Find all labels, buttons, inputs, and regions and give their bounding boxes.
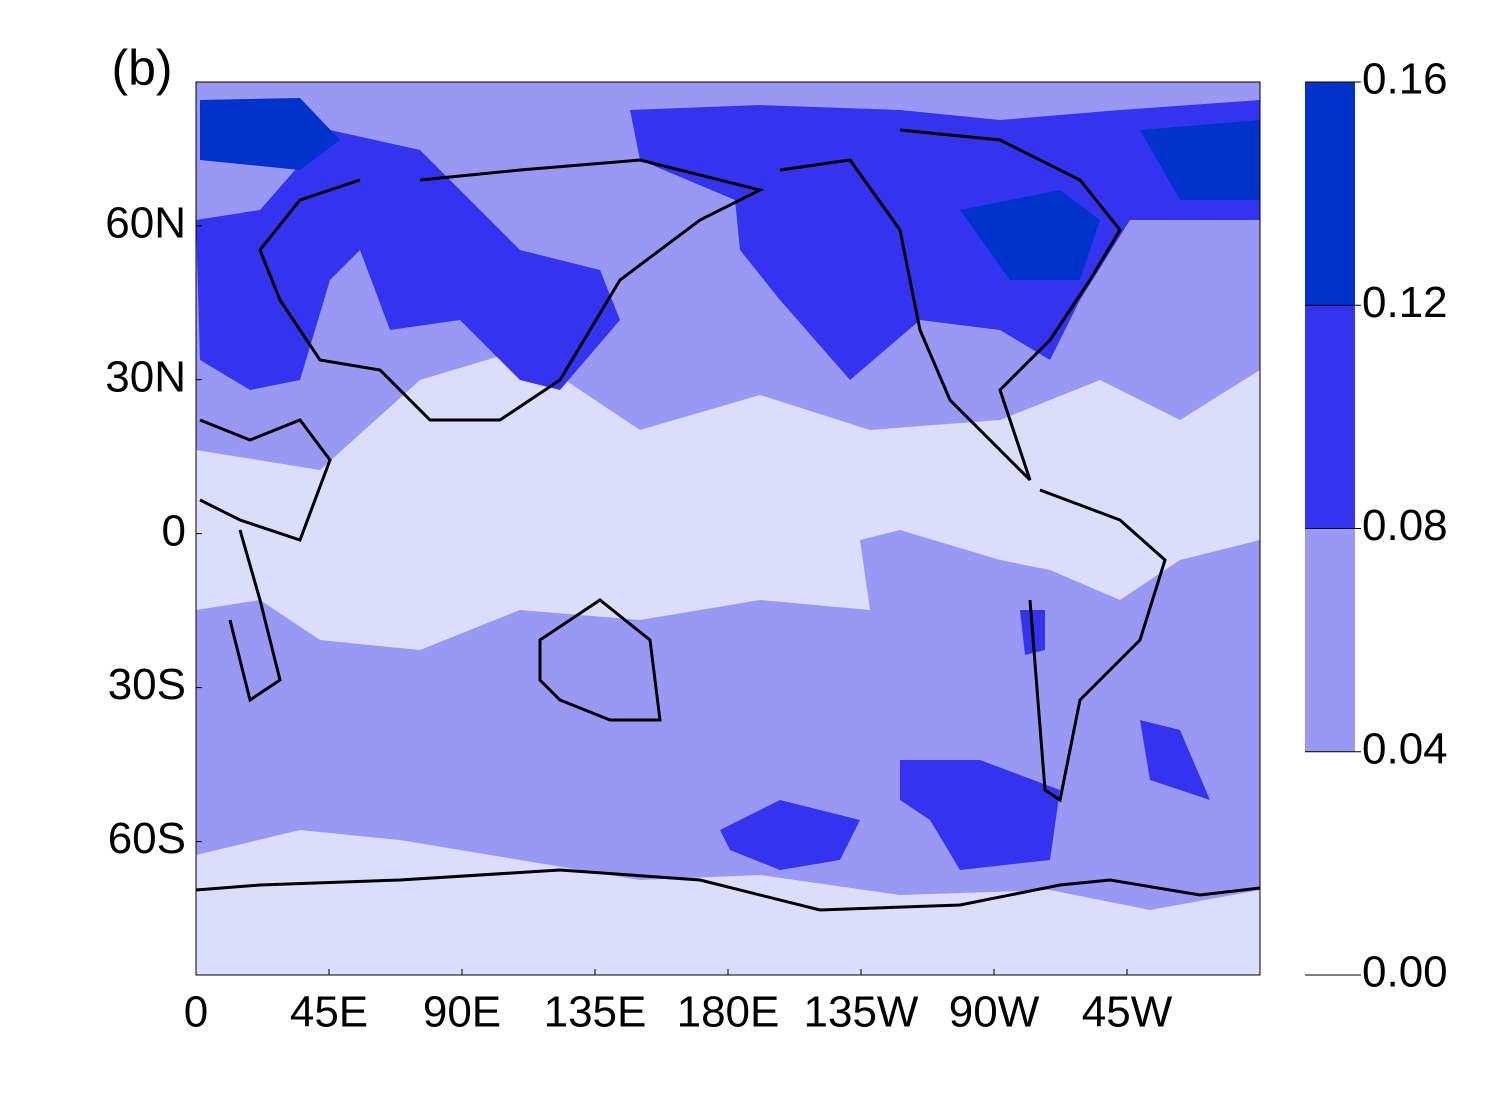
coastline — [199, 418, 332, 542]
y-tick-label: 0 — [162, 506, 186, 555]
colorbar-label: 0.12 — [1362, 278, 1448, 327]
coastline — [538, 598, 662, 722]
panel-label: (b) — [111, 40, 172, 96]
x-tick-label: 135E — [544, 988, 647, 1037]
x-tick-label: 0 — [184, 988, 208, 1037]
coastline — [779, 128, 1122, 482]
coastline — [258, 158, 765, 422]
x-tick-label: 180E — [677, 988, 780, 1037]
contour-high — [960, 190, 1100, 280]
coastline — [1028, 488, 1167, 803]
contour-mid — [720, 800, 860, 870]
contour-mid — [900, 760, 1060, 870]
x-tick-label: 135W — [804, 988, 919, 1037]
contour-mid — [1140, 720, 1210, 800]
coastline — [196, 868, 1260, 912]
y-tick-label: 60S — [108, 814, 186, 863]
colorbar-band — [1305, 305, 1355, 529]
colorbar-label: 0.04 — [1362, 724, 1448, 773]
colorbar-label: 0.00 — [1362, 948, 1448, 997]
contour-high — [1140, 120, 1260, 200]
map — [196, 82, 1260, 975]
colorbar-band — [1305, 82, 1355, 306]
coastline — [228, 529, 282, 703]
contour-mid — [196, 130, 620, 390]
x-tick-label: 90W — [949, 988, 1040, 1037]
y-tick-label: 30N — [105, 352, 186, 401]
contour-high — [200, 98, 340, 170]
colorbar-label: 0.16 — [1362, 55, 1448, 104]
x-tick-label: 90E — [423, 988, 501, 1037]
y-tick-label: 30S — [108, 660, 186, 709]
contour-low — [196, 830, 1260, 975]
colorbar-label: 0.08 — [1362, 501, 1448, 550]
y-tick-label: 60N — [105, 198, 186, 247]
x-tick-label: 45E — [290, 988, 368, 1037]
x-tick-label: 45W — [1082, 988, 1173, 1037]
colorbar-band — [1305, 751, 1355, 975]
contour-low — [196, 350, 1260, 650]
colorbar-band — [1305, 528, 1355, 752]
